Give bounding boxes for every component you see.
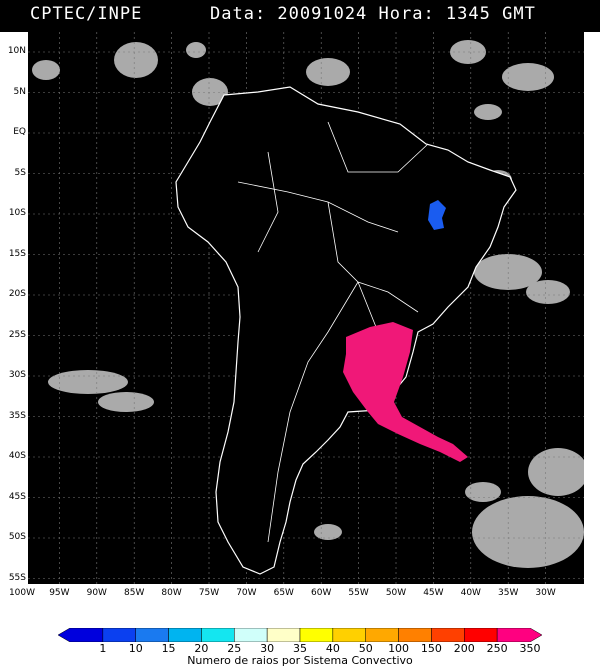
country-borders	[237, 121, 429, 543]
source-label: CPTEC/INPE	[30, 4, 143, 24]
lat-label: 10S	[8, 208, 26, 218]
colorbar-segment	[201, 628, 235, 642]
colorbar-label: 20	[194, 642, 209, 655]
colorbar-segment	[234, 628, 268, 642]
colorbar-label: 200	[453, 642, 475, 655]
convective-system-blue	[428, 200, 446, 230]
colorbar-label: 100	[388, 642, 410, 655]
lat-label: EQ	[13, 127, 26, 137]
colorbar-label: 150	[420, 642, 442, 655]
lon-label: 95W	[49, 588, 70, 598]
lon-label: 55W	[348, 588, 369, 598]
lat-label: 5S	[14, 167, 26, 178]
datetime-label: Data: 20091024 Hora: 1345 GMT	[210, 4, 536, 24]
convective-system-magenta	[343, 322, 468, 462]
lat-label: 55S	[8, 572, 26, 583]
colorbar-segment	[299, 628, 334, 642]
lon-label: 30W	[535, 588, 556, 598]
lon-label: 85W	[124, 588, 145, 598]
colorbar-label: 250	[486, 642, 508, 655]
colorbar-segment	[58, 628, 104, 642]
lon-label: 35W	[498, 588, 519, 598]
lat-label: 5N	[13, 86, 26, 97]
lon-label: 90W	[86, 588, 107, 598]
colorbar-title: Numero de raios por Sistema Convectivo	[187, 654, 413, 667]
colorbar-segment	[464, 628, 498, 642]
lat-label: 15S	[8, 248, 26, 259]
colorbar-label: 15	[161, 642, 176, 655]
lat-label: 45S	[8, 491, 26, 502]
lat-label: 40S	[8, 451, 26, 461]
colorbar-segment	[431, 628, 465, 642]
map-canvas	[28, 32, 584, 584]
lat-label: 25S	[8, 329, 26, 340]
colorbar-segment	[266, 628, 301, 642]
colorbar-segment	[332, 628, 366, 642]
lon-label: 65W	[273, 588, 294, 598]
colorbar-segment	[496, 628, 542, 642]
continent-outline	[175, 86, 517, 575]
lon-label: 100W	[8, 588, 36, 598]
colorbar-label: 40	[325, 642, 340, 655]
lon-label: 45W	[423, 588, 444, 598]
header-bar: CPTEC/INPE Data: 20091024 Hora: 1345 GMT	[0, 0, 600, 32]
colorbar-segment	[365, 628, 399, 642]
colorbar-segment	[135, 628, 169, 642]
colorbar-segment	[398, 628, 432, 642]
colorbar-segment	[168, 628, 202, 642]
lon-label: 60W	[311, 588, 332, 598]
colorbar-label: 25	[227, 642, 242, 655]
colorbar-label: 35	[293, 642, 307, 655]
colorbar	[58, 628, 542, 642]
colorbar-label: 350	[519, 642, 541, 655]
lon-label: 40W	[460, 588, 481, 598]
lon-label: 50W	[385, 588, 407, 598]
lat-label: 30S	[8, 370, 26, 380]
map-panel	[28, 32, 584, 584]
lon-label: 75W	[198, 588, 220, 598]
lon-label: 70W	[236, 588, 257, 598]
lat-label: 50S	[8, 532, 26, 542]
lat-label: 10N	[7, 46, 26, 56]
lat-label: 35S	[8, 410, 26, 421]
colorbar-label: 50	[358, 642, 373, 655]
colorbar-label: 1	[99, 642, 107, 655]
colorbar-label: 30	[260, 642, 275, 655]
colorbar-label: 10	[128, 642, 143, 655]
lat-label: 20S	[8, 289, 26, 299]
lon-label: 80W	[161, 588, 182, 598]
colorbar-segment	[102, 628, 136, 642]
